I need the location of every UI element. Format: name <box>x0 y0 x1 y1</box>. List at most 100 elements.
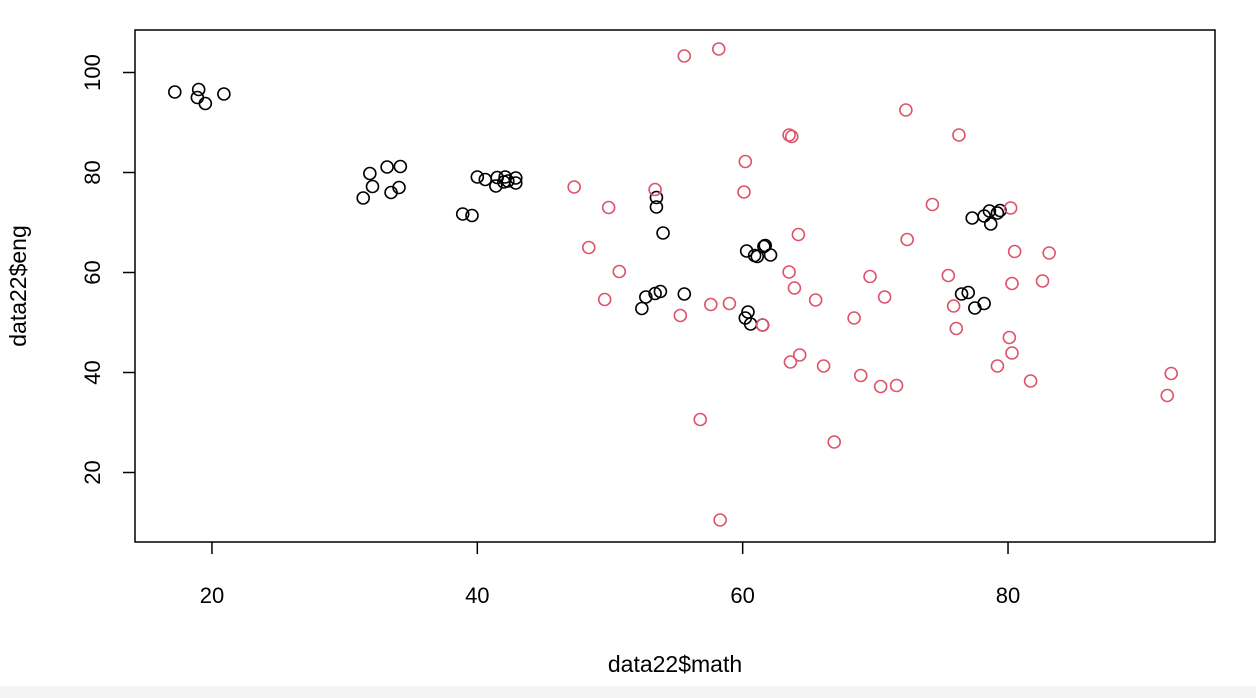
data-point <box>1005 276 1019 291</box>
data-point <box>783 355 798 369</box>
data-point <box>677 287 692 301</box>
data-point <box>737 185 751 199</box>
data-point <box>873 379 888 394</box>
data-point <box>635 301 649 316</box>
data-point <box>501 174 515 188</box>
data-point <box>601 200 616 215</box>
data-point <box>961 285 976 300</box>
data-point <box>168 85 182 99</box>
data-point <box>791 227 806 242</box>
data-point <box>392 180 406 195</box>
data-point <box>1023 374 1038 388</box>
data-point <box>677 49 692 63</box>
data-point <box>757 239 771 254</box>
x-tick-label: 40 <box>465 583 489 608</box>
data-point <box>365 179 380 194</box>
data-point <box>990 359 1005 373</box>
data-point <box>925 197 940 212</box>
data-point <box>952 128 966 142</box>
x-axis-label: data22$math <box>608 651 742 677</box>
data-point <box>639 290 653 304</box>
data-point <box>1042 246 1056 260</box>
data-point <box>465 208 479 223</box>
data-points <box>168 42 1179 527</box>
data-point <box>612 264 627 279</box>
data-point <box>738 154 753 169</box>
data-point <box>853 368 868 383</box>
data-point <box>489 179 503 193</box>
data-point <box>693 412 708 427</box>
data-point <box>899 103 913 117</box>
data-point <box>1002 330 1017 345</box>
data-point <box>711 42 726 56</box>
data-point <box>763 248 778 262</box>
data-point <box>739 244 754 258</box>
data-point <box>508 171 523 185</box>
y-tick-label: 100 <box>80 54 105 91</box>
data-point <box>508 176 523 190</box>
data-point <box>191 82 206 97</box>
y-tick-label: 80 <box>80 160 105 184</box>
data-point <box>649 200 664 214</box>
y-tick-label: 60 <box>80 260 105 284</box>
data-point <box>977 296 991 311</box>
data-point <box>713 513 727 527</box>
data-point <box>990 206 1005 220</box>
data-point <box>455 207 470 221</box>
data-point <box>1035 274 1050 288</box>
data-point <box>949 321 964 336</box>
y-axis: 20 40 60 80 100 <box>80 54 135 485</box>
x-tick-label: 80 <box>996 583 1020 608</box>
data-point <box>877 290 892 304</box>
data-point <box>393 159 408 174</box>
data-point <box>567 180 581 194</box>
data-point <box>954 287 969 301</box>
data-point <box>982 204 997 218</box>
y-tick-label: 20 <box>80 460 105 484</box>
data-point <box>1164 366 1179 381</box>
data-point <box>478 172 493 187</box>
data-point <box>722 296 737 311</box>
data-point <box>784 129 799 144</box>
data-point <box>782 265 796 279</box>
data-point <box>1007 244 1022 259</box>
data-point <box>941 268 956 283</box>
data-point <box>380 160 394 174</box>
data-point <box>792 348 807 362</box>
data-point <box>597 292 612 307</box>
data-point <box>863 269 877 284</box>
data-point <box>1160 388 1175 403</box>
x-tick-label: 20 <box>200 583 224 608</box>
data-point <box>847 311 861 325</box>
data-point <box>581 240 596 255</box>
x-tick-label: 60 <box>730 583 754 608</box>
data-point <box>653 284 668 299</box>
data-point <box>816 359 831 373</box>
data-point <box>363 166 377 181</box>
data-point <box>808 293 823 307</box>
data-point <box>217 87 231 101</box>
y-axis-label: data22$eng <box>5 225 31 347</box>
plot-frame <box>134 29 1216 543</box>
data-point <box>946 299 961 313</box>
data-point <box>673 308 688 323</box>
data-point <box>827 435 842 449</box>
data-point <box>649 190 664 205</box>
data-point <box>1005 346 1019 360</box>
data-point <box>755 318 770 332</box>
data-point <box>656 226 670 240</box>
data-point <box>470 170 485 184</box>
data-point <box>900 232 914 247</box>
data-point <box>648 182 662 197</box>
data-point <box>750 249 765 264</box>
data-point <box>965 211 979 225</box>
data-point <box>983 217 998 231</box>
window-bottom-edge <box>0 686 1256 698</box>
data-point <box>1003 201 1018 215</box>
data-point <box>889 378 904 393</box>
data-point <box>356 191 371 205</box>
y-tick-label: 40 <box>80 360 105 384</box>
data-point <box>198 96 213 111</box>
data-point <box>704 297 718 312</box>
